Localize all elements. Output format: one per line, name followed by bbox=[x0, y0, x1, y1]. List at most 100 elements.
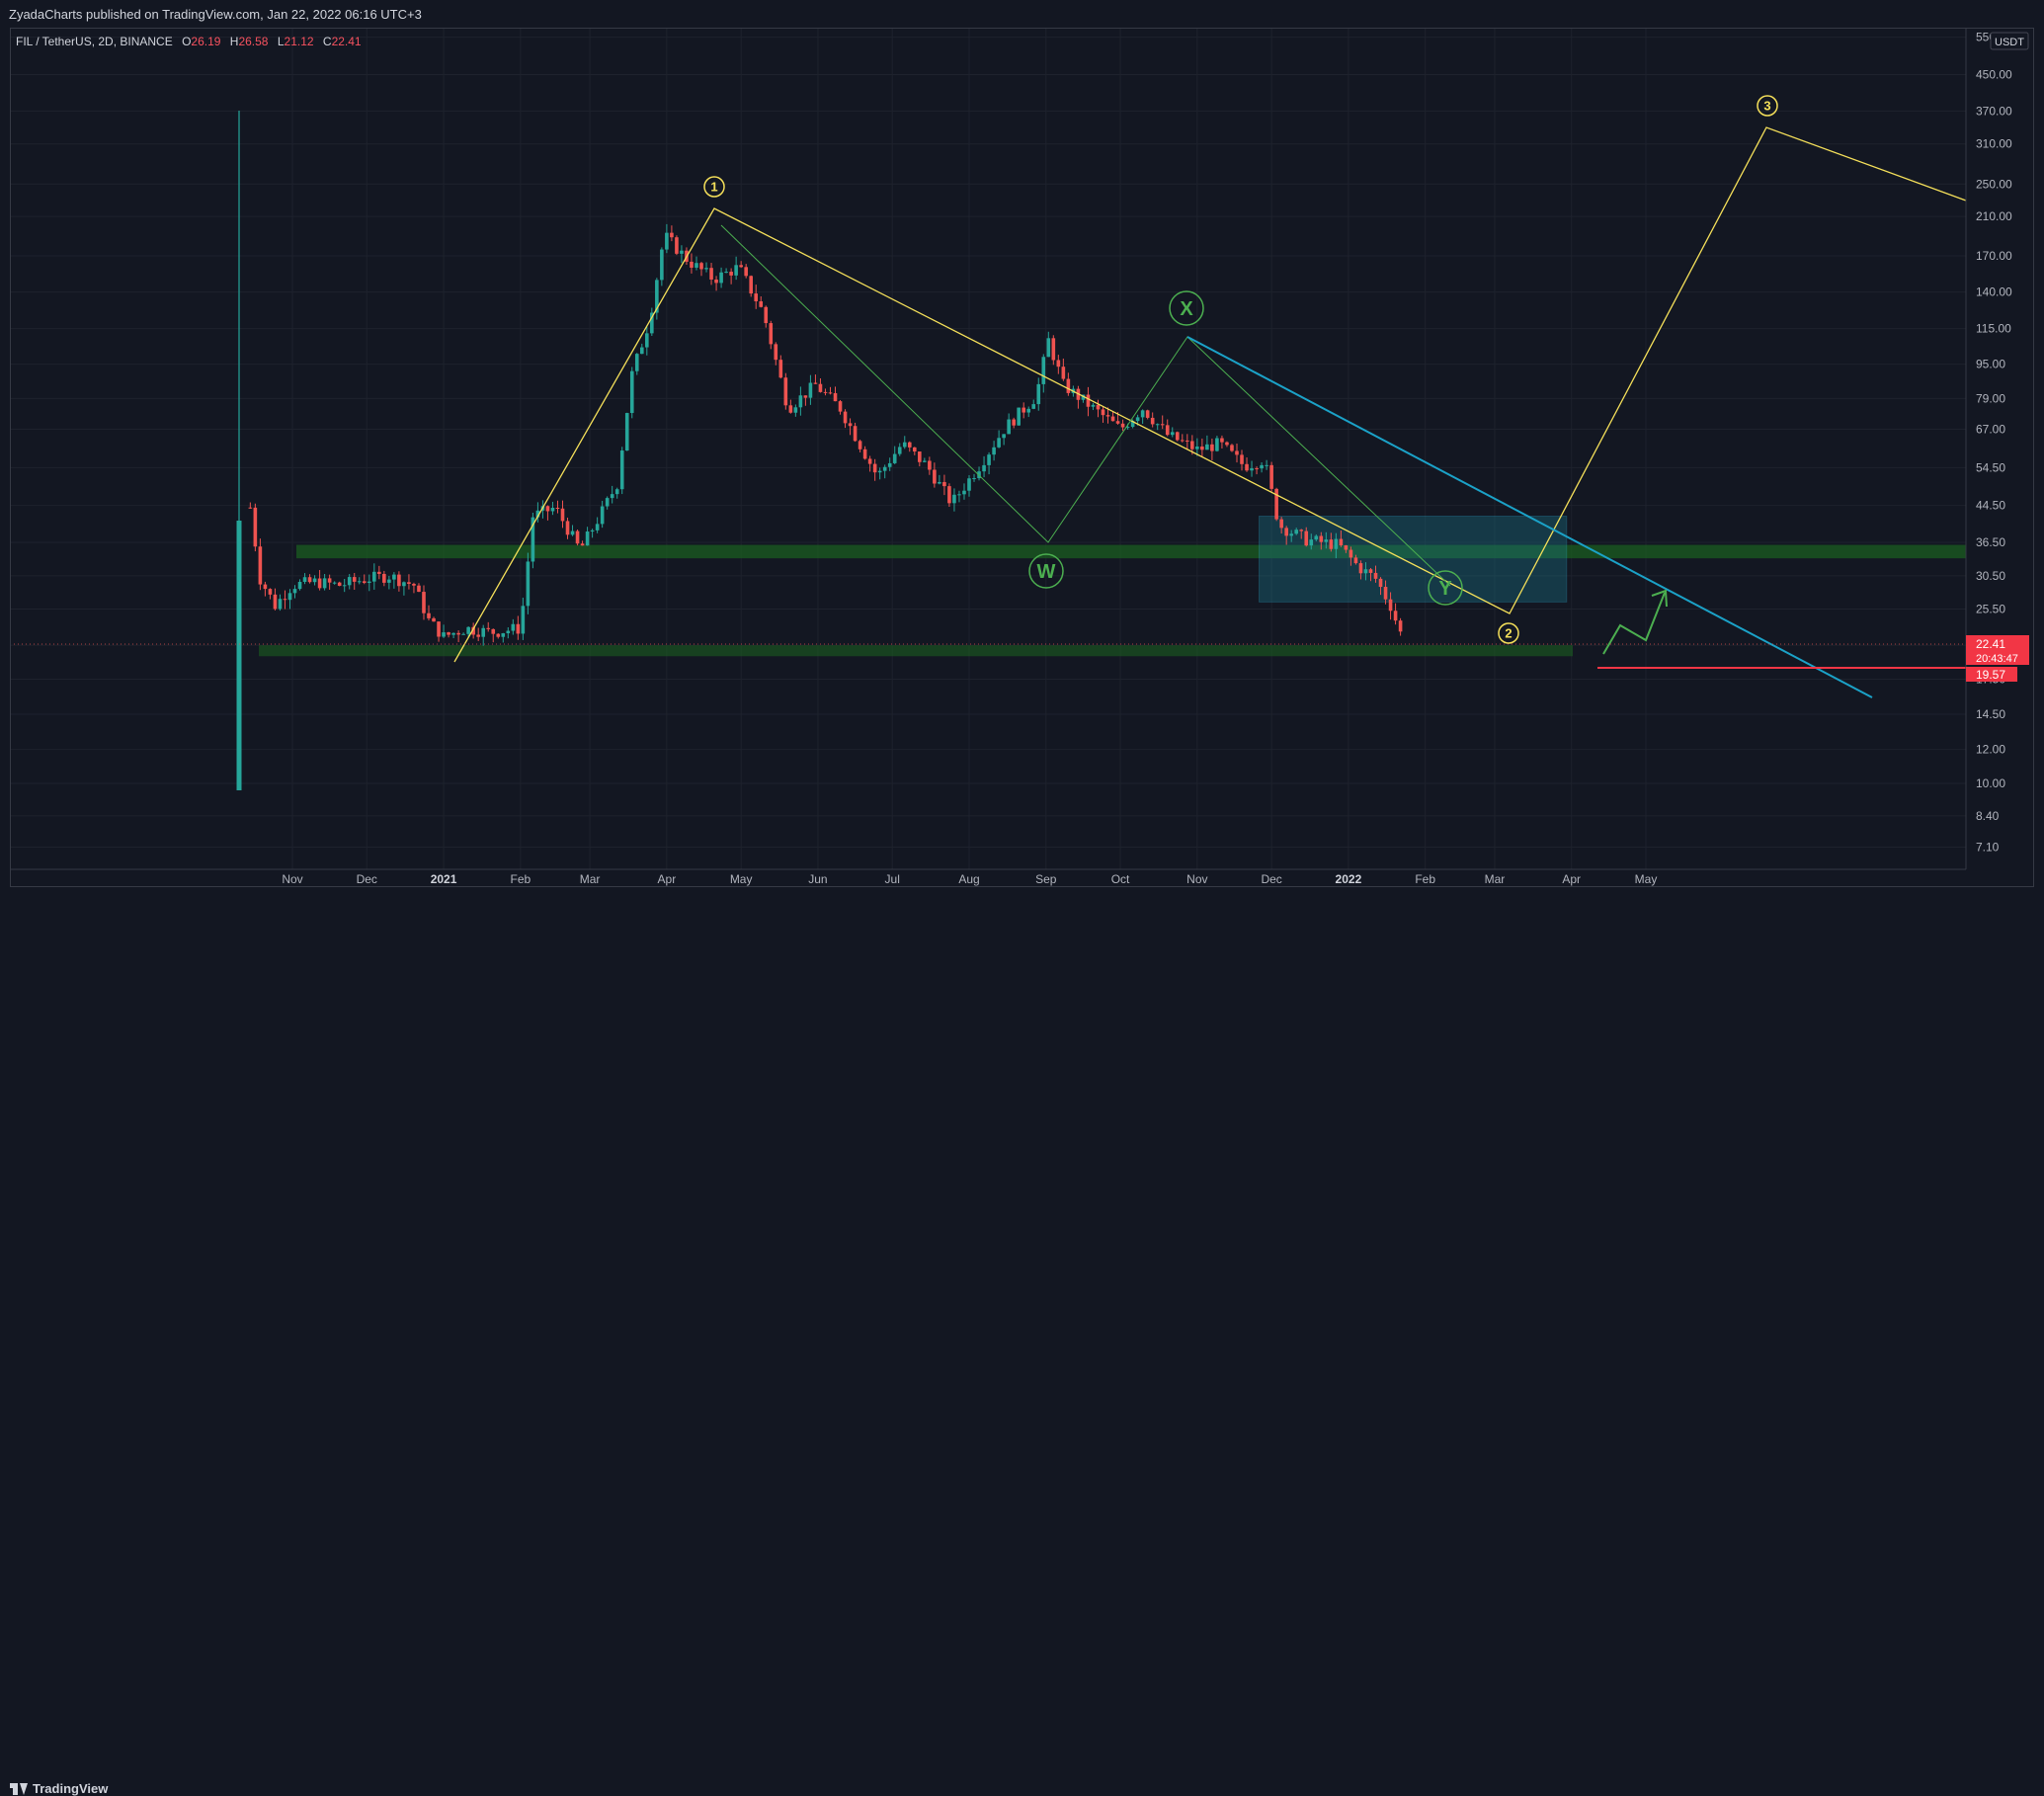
price-tick-label: 450.00 bbox=[1976, 68, 2012, 82]
candle-body bbox=[1200, 446, 1204, 450]
candle-body bbox=[1344, 545, 1349, 550]
candle-body bbox=[322, 578, 327, 589]
price-tick-label: 25.50 bbox=[1976, 603, 2005, 616]
candle-body bbox=[1017, 407, 1021, 426]
candle-body bbox=[1041, 357, 1046, 384]
time-tick-label: Oct bbox=[1111, 872, 1130, 886]
candle-body bbox=[317, 578, 322, 589]
candle-body bbox=[471, 626, 475, 635]
candle-body bbox=[595, 524, 600, 531]
candle-body bbox=[803, 395, 808, 398]
candle-body bbox=[729, 272, 733, 276]
candle-body bbox=[759, 301, 764, 307]
candle-body bbox=[1349, 549, 1353, 558]
candle-body bbox=[823, 391, 828, 393]
wave-label-y: Y bbox=[1438, 578, 1452, 600]
candle-body bbox=[1105, 415, 1110, 417]
candle-body bbox=[1255, 468, 1259, 470]
candle-body bbox=[535, 510, 540, 518]
chart-frame bbox=[10, 28, 2034, 887]
price-axis-bg bbox=[1966, 28, 2044, 869]
candle-body bbox=[575, 531, 580, 544]
candle-body bbox=[1215, 438, 1219, 451]
tradingview-logo[interactable]: TradingView bbox=[10, 1781, 108, 1796]
candle-body bbox=[1170, 432, 1175, 436]
candle-body bbox=[337, 582, 342, 586]
wave-label-1-circle bbox=[703, 176, 725, 198]
candle-body bbox=[907, 442, 912, 448]
candle-body bbox=[1314, 535, 1319, 540]
candle-body bbox=[283, 599, 287, 601]
candle-body bbox=[600, 506, 605, 525]
candle-body bbox=[1388, 599, 1393, 612]
candle-body bbox=[774, 344, 778, 361]
price-tick-label: 30.50 bbox=[1976, 569, 2005, 583]
open-label: O bbox=[182, 35, 192, 48]
candle-body bbox=[833, 392, 838, 402]
wave-label-3-circle bbox=[1757, 95, 1778, 117]
candle-body bbox=[897, 447, 902, 454]
price-tick-label: 8.40 bbox=[1976, 809, 2000, 823]
candle-body bbox=[307, 577, 312, 583]
candle-body bbox=[555, 507, 560, 509]
bar-countdown: 20:43:47 bbox=[1976, 653, 2018, 665]
candle-body bbox=[848, 423, 853, 427]
candle-body bbox=[1012, 419, 1016, 426]
wave-label-x-circle bbox=[1169, 290, 1204, 326]
candle-body bbox=[417, 585, 421, 593]
candle-body bbox=[1260, 464, 1264, 469]
candle-body bbox=[1339, 538, 1344, 546]
support-zones bbox=[259, 516, 1966, 657]
wave-label-1: 1 bbox=[710, 180, 717, 195]
candle-body bbox=[466, 626, 470, 634]
candle-body bbox=[1269, 464, 1273, 489]
candle-body bbox=[1165, 425, 1170, 436]
candle-body bbox=[997, 438, 1001, 448]
wave-label-2: 2 bbox=[1505, 626, 1512, 641]
candle-body bbox=[1120, 423, 1125, 428]
candle-body bbox=[629, 370, 634, 414]
time-tick-label: Apr bbox=[1562, 872, 1581, 886]
candle-body bbox=[749, 276, 753, 294]
candle-body bbox=[1210, 444, 1214, 451]
price-tick-label: 115.00 bbox=[1976, 322, 2011, 336]
candle-body bbox=[1265, 464, 1268, 466]
candle-body bbox=[268, 589, 273, 595]
candle-body bbox=[506, 630, 511, 634]
candle-body bbox=[670, 232, 674, 238]
candle-body bbox=[511, 623, 516, 631]
price-tick-label: 95.00 bbox=[1976, 358, 2005, 371]
candle-body bbox=[754, 293, 759, 302]
candle-body bbox=[312, 578, 317, 583]
candle-body bbox=[580, 543, 585, 546]
candle-body bbox=[1250, 468, 1254, 471]
candle-body bbox=[699, 263, 703, 270]
candle-body bbox=[882, 466, 887, 471]
candle-body bbox=[372, 571, 376, 582]
candle-body bbox=[912, 447, 917, 452]
currency-badge bbox=[1990, 32, 2029, 50]
candle-body bbox=[724, 272, 728, 274]
candle-body bbox=[1195, 446, 1199, 449]
candle-body bbox=[877, 470, 882, 473]
last-price-badge bbox=[1966, 635, 2029, 665]
candle-body bbox=[614, 489, 619, 495]
price-tick-label: 67.00 bbox=[1976, 422, 2005, 436]
candle-body bbox=[714, 279, 718, 284]
time-tick-label: Mar bbox=[1485, 872, 1506, 886]
candle-body bbox=[813, 382, 818, 384]
time-tick-label: 2022 bbox=[1336, 872, 1362, 886]
candle-body bbox=[680, 250, 684, 254]
candle-body bbox=[1334, 538, 1339, 549]
candle-body bbox=[1145, 410, 1150, 418]
candle-body bbox=[402, 582, 406, 587]
candle-body bbox=[892, 453, 897, 463]
candle-body bbox=[947, 486, 951, 504]
candle-body bbox=[486, 627, 491, 629]
candle-body bbox=[655, 280, 659, 313]
time-tick-label: Dec bbox=[1261, 872, 1281, 886]
candle-body bbox=[437, 621, 441, 637]
candle-body bbox=[828, 392, 833, 394]
candle-body bbox=[585, 531, 590, 546]
